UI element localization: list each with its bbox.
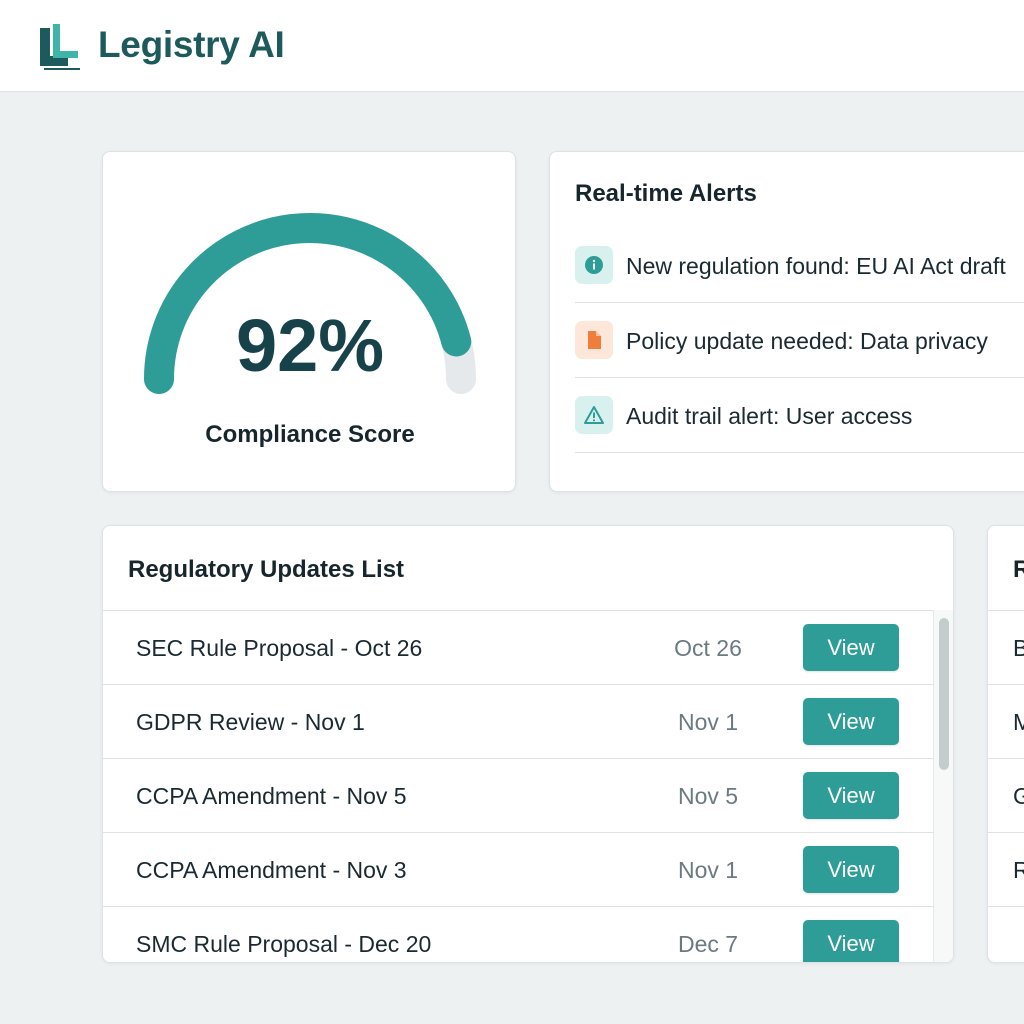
- legistry-logo-icon: [40, 24, 80, 70]
- list-item[interactable]: R: [988, 833, 1024, 907]
- alert-item[interactable]: Audit trail alert: User access: [575, 378, 1024, 453]
- list-item[interactable]: M: [988, 685, 1024, 759]
- score-value: 92%: [236, 304, 384, 387]
- view-button[interactable]: View: [803, 846, 899, 893]
- list-item-label: M: [1013, 709, 1024, 736]
- update-name: CCPA Amendment - Nov 3: [136, 857, 407, 883]
- update-name: CCPA Amendment - Nov 5: [136, 783, 407, 809]
- update-name: SMC Rule Proposal - Dec 20: [136, 931, 432, 957]
- compliance-score-card: 92% Compliance Score: [102, 151, 516, 492]
- info-icon: [575, 246, 613, 284]
- updates-scrollbar[interactable]: [933, 610, 953, 962]
- warning-icon: [575, 396, 613, 434]
- list-item-label: B: [1013, 635, 1024, 662]
- update-date: Oct 26: [674, 635, 742, 661]
- alert-text: Audit trail alert: User access: [626, 403, 913, 429]
- view-button[interactable]: View: [803, 624, 899, 671]
- right-panel-card: R B M G R: [987, 525, 1024, 963]
- updates-title: Regulatory Updates List: [128, 556, 405, 583]
- table-row: SEC Rule Proposal - Oct 26 Oct 26 View: [103, 611, 933, 685]
- view-button[interactable]: View: [803, 698, 899, 745]
- update-name: SEC Rule Proposal - Oct 26: [136, 635, 423, 661]
- compliance-gauge: 92% Compliance Score: [144, 213, 476, 448]
- app-header: Legistry AI: [0, 0, 1024, 92]
- scrollbar-thumb[interactable]: [939, 618, 949, 770]
- update-date: Dec 7: [677, 931, 739, 957]
- list-item-label: R: [1013, 857, 1024, 884]
- alert-text: Policy update needed: Data privacy: [626, 328, 988, 354]
- view-button[interactable]: View: [803, 772, 899, 819]
- score-label: Compliance Score: [205, 421, 414, 448]
- right-panel-list: B M G R: [988, 610, 1024, 907]
- alert-item[interactable]: Policy update needed: Data privacy: [575, 303, 1024, 378]
- app-title: Legistry AI: [98, 24, 285, 65]
- regulatory-updates-card: Regulatory Updates List SEC Rule Proposa…: [102, 525, 954, 963]
- table-row: CCPA Amendment - Nov 3 Nov 1 View: [103, 833, 933, 907]
- update-date: Nov 1: [677, 709, 739, 735]
- update-date: Nov 1: [677, 857, 739, 883]
- table-row: SMC Rule Proposal - Dec 20 Dec 7 View: [103, 907, 933, 962]
- list-item-label: G: [1013, 783, 1024, 810]
- gauge-fill: [144, 213, 472, 394]
- update-name: GDPR Review - Nov 1: [136, 709, 365, 735]
- list-item[interactable]: B: [988, 611, 1024, 685]
- updates-list: SEC Rule Proposal - Oct 26 Oct 26 View G…: [103, 610, 933, 962]
- right-panel-title: R: [1013, 556, 1024, 584]
- table-row: GDPR Review - Nov 1 Nov 1 View: [103, 685, 933, 759]
- alerts-card: Real-time Alerts New regulation found: E…: [549, 151, 1024, 492]
- alert-item[interactable]: New regulation found: EU AI Act draft: [575, 228, 1024, 303]
- document-icon: [575, 321, 613, 359]
- update-date: Nov 5: [677, 783, 739, 809]
- table-row: CCPA Amendment - Nov 5 Nov 5 View: [103, 759, 933, 833]
- list-item[interactable]: G: [988, 759, 1024, 833]
- alerts-title: Real-time Alerts: [575, 180, 757, 207]
- alert-text: New regulation found: EU AI Act draft: [626, 253, 1006, 279]
- view-button[interactable]: View: [803, 920, 899, 962]
